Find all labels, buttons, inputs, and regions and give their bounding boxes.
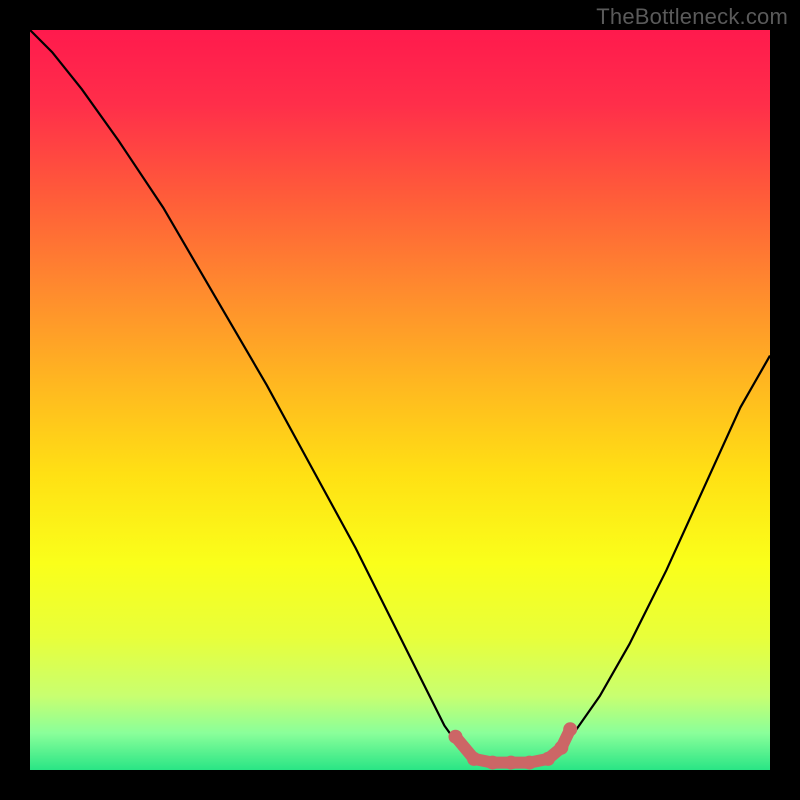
optimal-range-highlight	[30, 30, 770, 770]
chart-frame: TheBottleneck.com	[0, 0, 800, 800]
watermark-text: TheBottleneck.com	[596, 4, 788, 30]
plot-area	[30, 30, 770, 770]
